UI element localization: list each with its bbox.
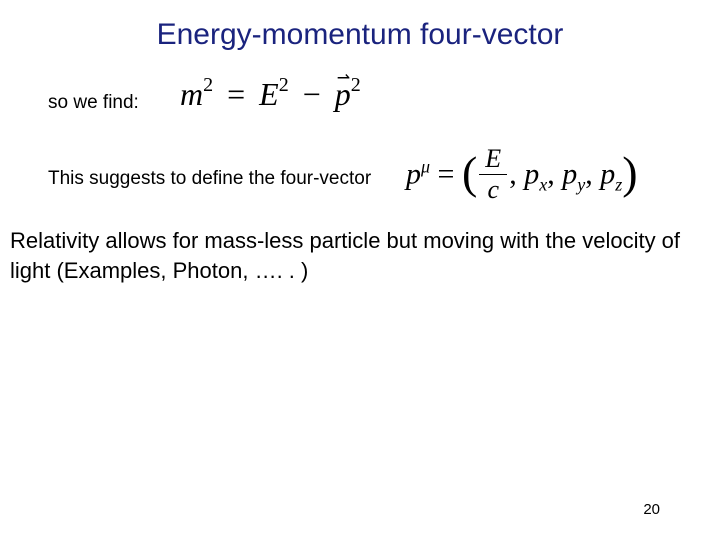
vector-arrow-icon: ⇀ [337, 68, 350, 88]
eq2-comma1: , [509, 157, 517, 190]
eq2-frac-den: c [479, 174, 507, 205]
eq2-mu: μ [421, 156, 430, 176]
eq1-equals: = [221, 76, 251, 112]
four-vector-label: This suggests to define the four-vector [48, 168, 371, 190]
slide-title: Energy-momentum four-vector [0, 18, 720, 52]
eq1-m: m [180, 76, 203, 112]
open-paren-icon: ( [462, 147, 477, 198]
eq2-sep12: , [547, 157, 555, 190]
close-paren-icon: ) [622, 147, 637, 198]
page-number: 20 [643, 501, 660, 518]
eq2-fraction: E c [479, 144, 507, 205]
eq2-sep23: , [585, 157, 593, 190]
eq2-py: p [562, 157, 577, 190]
eq2-px: p [524, 157, 539, 190]
equation-four-vector: pμ = ( E c , px, py, pz) [406, 146, 638, 207]
intro-label: so we find: [48, 92, 139, 114]
eq2-frac-num: E [479, 144, 507, 174]
body-paragraph: Relativity allows for mass-less particle… [10, 226, 710, 285]
eq1-E: E [259, 76, 279, 112]
eq1-E-exp: 2 [279, 74, 289, 96]
eq1-minus: − [297, 76, 327, 112]
eq2-pz: p [600, 157, 615, 190]
eq1-m-exp: 2 [203, 74, 213, 96]
eq2-equals: = [438, 157, 462, 190]
eq2-py-sub: y [577, 174, 585, 194]
equation-mass-energy: m2 = E2 − ⇀ p 2 [180, 76, 361, 113]
slide: Energy-momentum four-vector so we find: … [0, 0, 720, 540]
eq2-px-sub: x [539, 174, 547, 194]
eq1-p-vector: ⇀ p [335, 76, 351, 113]
eq2-p: p [406, 157, 421, 190]
eq1-p-exp: 2 [351, 74, 361, 96]
